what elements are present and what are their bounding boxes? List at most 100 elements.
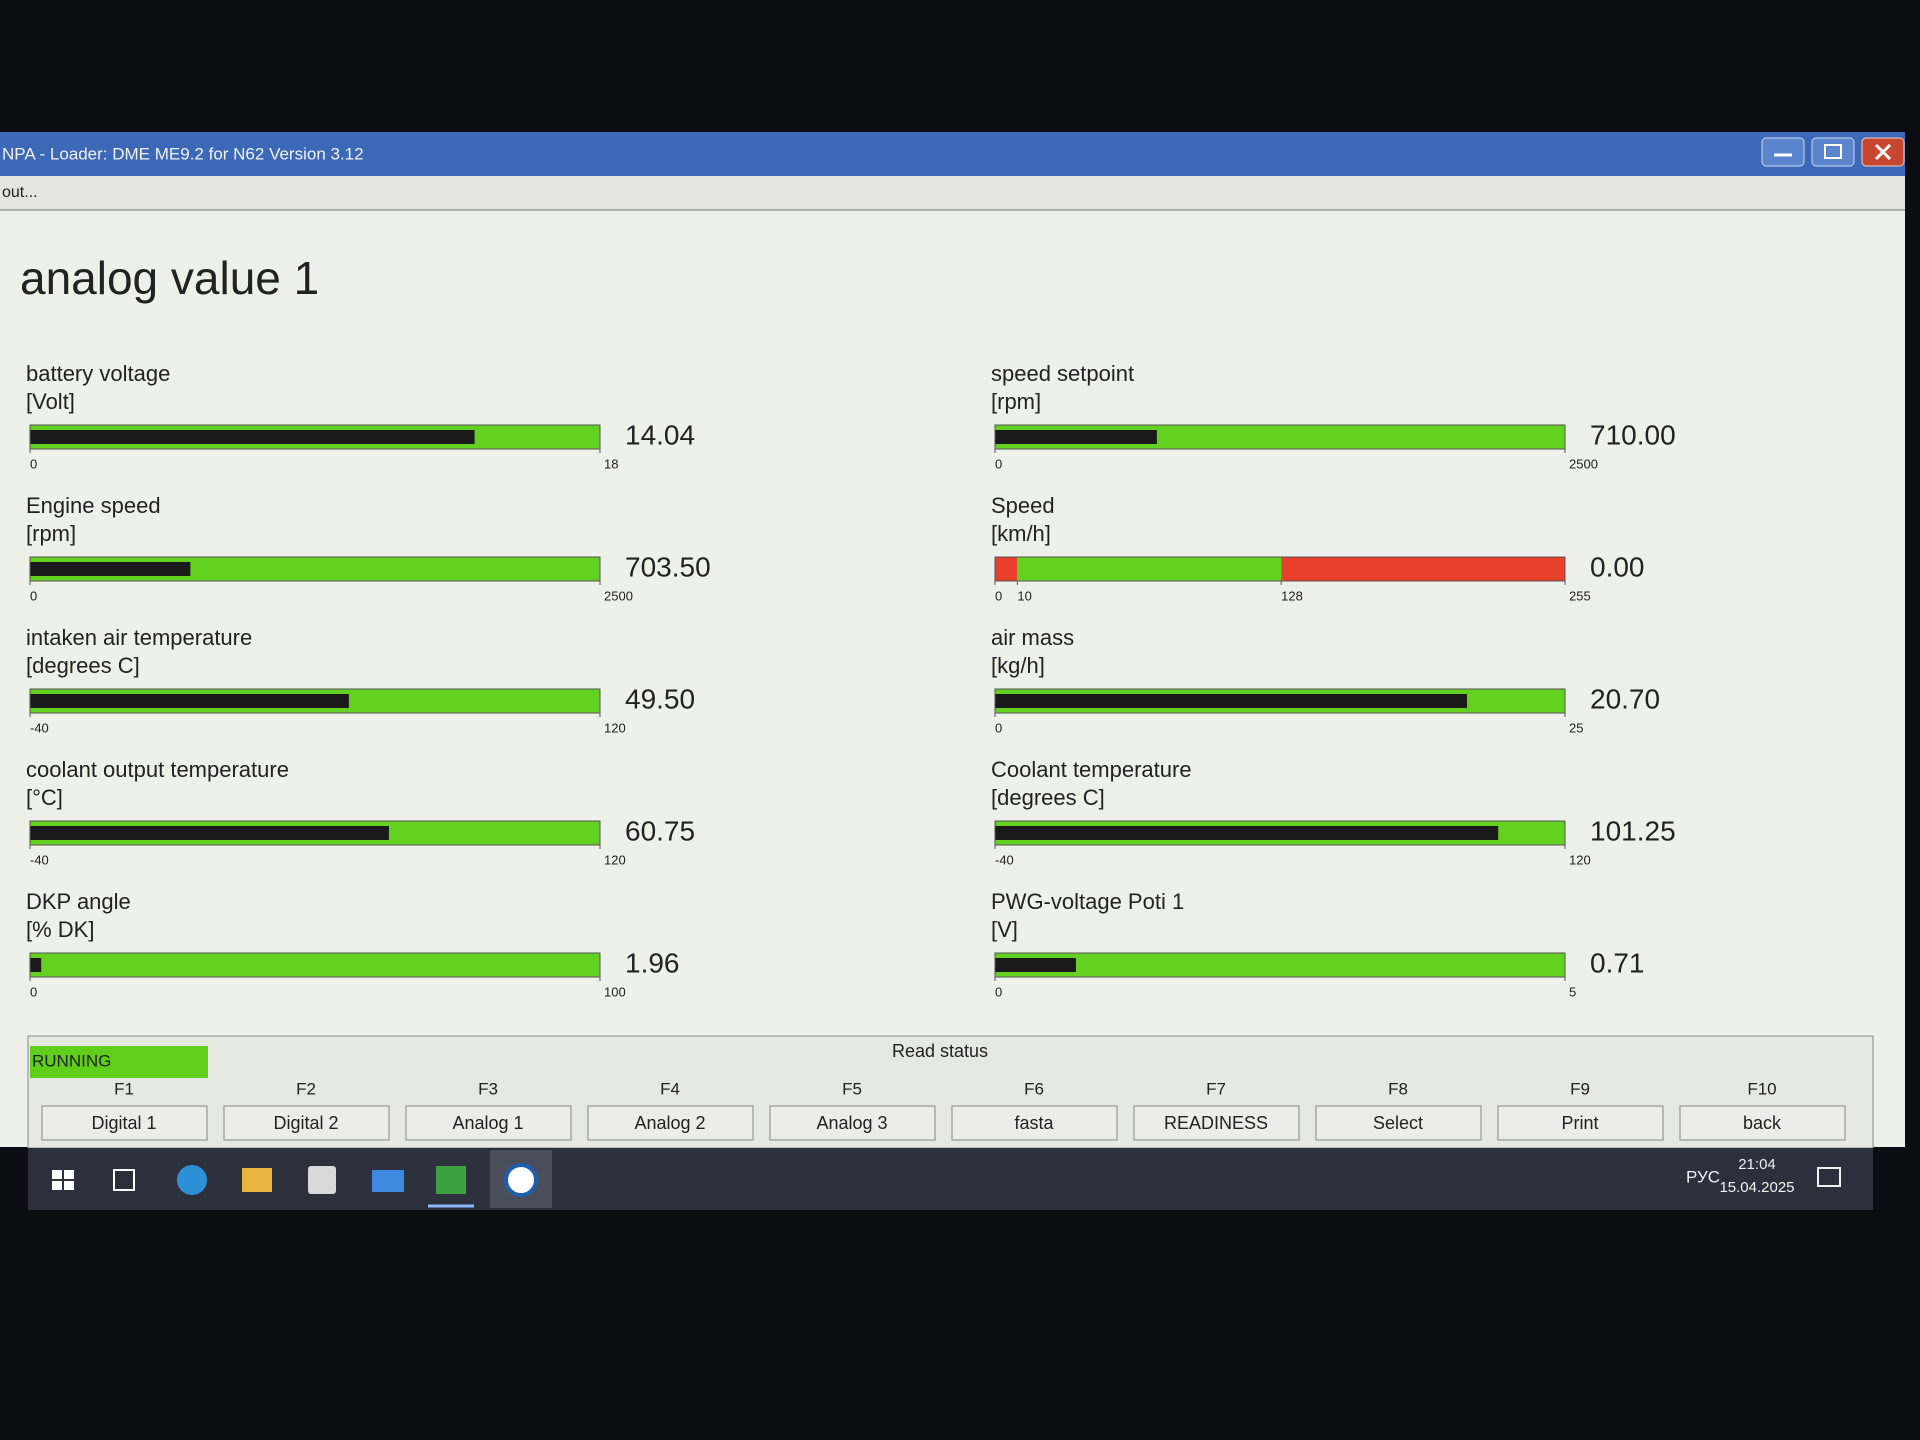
clock-date[interactable]: 15.04.2025 [1719, 1179, 1794, 1196]
value-bar [995, 958, 1076, 972]
gauge-label: DKP angle [26, 889, 131, 914]
status-label: Read status [892, 1041, 988, 1061]
gauge-frame [29, 820, 601, 846]
function-button[interactable] [951, 1105, 1118, 1141]
gauge-value: 20.70 [1590, 683, 1660, 714]
function-button[interactable] [1133, 1105, 1300, 1141]
function-button[interactable] [223, 1105, 390, 1141]
function-key: F1 [114, 1079, 134, 1098]
gauge-value: 14.04 [625, 419, 695, 450]
status-state: RUNNING [32, 1051, 111, 1070]
gauge-value: 60.75 [625, 815, 695, 846]
gauge-value: 710.00 [1590, 419, 1676, 450]
function-button-label[interactable]: back [1743, 1113, 1782, 1133]
bmw-icon [504, 1163, 538, 1197]
function-button-label[interactable]: Analog 2 [634, 1113, 705, 1133]
gauge-value: 0.00 [1590, 551, 1645, 582]
tick-label: 18 [604, 456, 618, 471]
value-bar [30, 826, 389, 840]
start-icon [64, 1181, 74, 1190]
mail-icon[interactable] [372, 1170, 404, 1192]
store-icon[interactable] [308, 1166, 336, 1194]
function-button-label[interactable]: Select [1373, 1113, 1423, 1133]
window [0, 132, 1905, 1147]
tick-label: 10 [1017, 588, 1031, 603]
scale-zone [1281, 557, 1565, 581]
function-key: F6 [1024, 1079, 1044, 1098]
function-button[interactable] [1315, 1105, 1482, 1141]
start-icon [52, 1170, 62, 1179]
status-indicator [30, 1046, 208, 1078]
page-title: analog value 1 [20, 252, 319, 304]
function-button-label[interactable]: fasta [1014, 1113, 1054, 1133]
value-bar [30, 694, 349, 708]
gauge-unit: [kg/h] [991, 653, 1045, 678]
minimize-button[interactable] [1761, 137, 1805, 167]
function-button[interactable] [587, 1105, 754, 1141]
function-button-label[interactable]: Digital 2 [273, 1113, 338, 1133]
tick-label: 0 [30, 456, 37, 471]
function-button-label[interactable]: Print [1561, 1113, 1598, 1133]
tick-label: 120 [604, 852, 626, 867]
function-button[interactable] [1679, 1105, 1846, 1141]
function-button-label[interactable]: READINESS [1164, 1113, 1268, 1133]
gauge-label: Engine speed [26, 493, 161, 518]
gauge-frame [29, 424, 601, 450]
value-bar [995, 826, 1499, 840]
tick-label: 100 [604, 984, 626, 999]
tick-label: -40 [995, 852, 1014, 867]
gauge-label: air mass [991, 625, 1074, 650]
gauge-label: intaken air temperature [26, 625, 252, 650]
menu-item[interactable]: out... [2, 184, 38, 201]
tick-label: -40 [30, 852, 49, 867]
tick-label: 0 [995, 588, 1002, 603]
explorer-icon[interactable] [242, 1168, 272, 1192]
function-button[interactable] [41, 1105, 208, 1141]
gauge-frame [994, 556, 1566, 582]
title-bar [0, 132, 1905, 176]
function-button-label[interactable]: Analog 3 [816, 1113, 887, 1133]
function-key: F10 [1747, 1079, 1776, 1098]
gauge-frame [29, 556, 601, 582]
app-icon[interactable] [436, 1166, 466, 1194]
gauge-unit: [Volt] [26, 389, 75, 414]
gauge-label: Coolant temperature [991, 757, 1192, 782]
gauge-value: 1.96 [625, 947, 680, 978]
gauge-frame [29, 688, 601, 714]
function-key: F3 [478, 1079, 498, 1098]
function-button[interactable] [1497, 1105, 1664, 1141]
gauge-unit: [degrees C] [991, 785, 1105, 810]
function-key: F8 [1388, 1079, 1408, 1098]
gauge-frame [29, 952, 601, 978]
gauge-frame [994, 424, 1566, 450]
window-title: NPA - Loader: DME ME9.2 for N62 Version … [2, 144, 364, 163]
maximize-button[interactable] [1811, 137, 1855, 167]
tick-label: 0 [995, 456, 1002, 471]
gauge-label: battery voltage [26, 361, 170, 386]
function-button[interactable] [769, 1105, 936, 1141]
gauge-value: 0.71 [1590, 947, 1645, 978]
function-key: F2 [296, 1079, 316, 1098]
tick-label: 120 [1569, 852, 1591, 867]
start-button[interactable] [52, 1170, 74, 1190]
task-view-icon[interactable] [113, 1169, 135, 1191]
value-bar [995, 430, 1157, 444]
language-indicator[interactable]: РУС [1686, 1167, 1720, 1186]
function-button-label[interactable]: Digital 1 [91, 1113, 156, 1133]
edge-icon[interactable] [177, 1165, 207, 1195]
gauge-value: 101.25 [1590, 815, 1676, 846]
scale-zone [995, 953, 1565, 977]
function-button[interactable] [405, 1105, 572, 1141]
tick-label: 0 [995, 984, 1002, 999]
scale-zone [995, 557, 1018, 581]
function-key: F9 [1570, 1079, 1590, 1098]
notification-icon[interactable] [1817, 1167, 1841, 1187]
gauge-label: speed setpoint [991, 361, 1134, 386]
tick-label: 0 [30, 588, 37, 603]
gauge-value: 49.50 [625, 683, 695, 714]
clock-time[interactable]: 21:04 [1738, 1156, 1776, 1173]
function-button-label[interactable]: Analog 1 [452, 1113, 523, 1133]
tick-label: 2500 [1569, 456, 1598, 471]
scale-zone [30, 953, 600, 977]
menu-bar [0, 176, 1905, 210]
